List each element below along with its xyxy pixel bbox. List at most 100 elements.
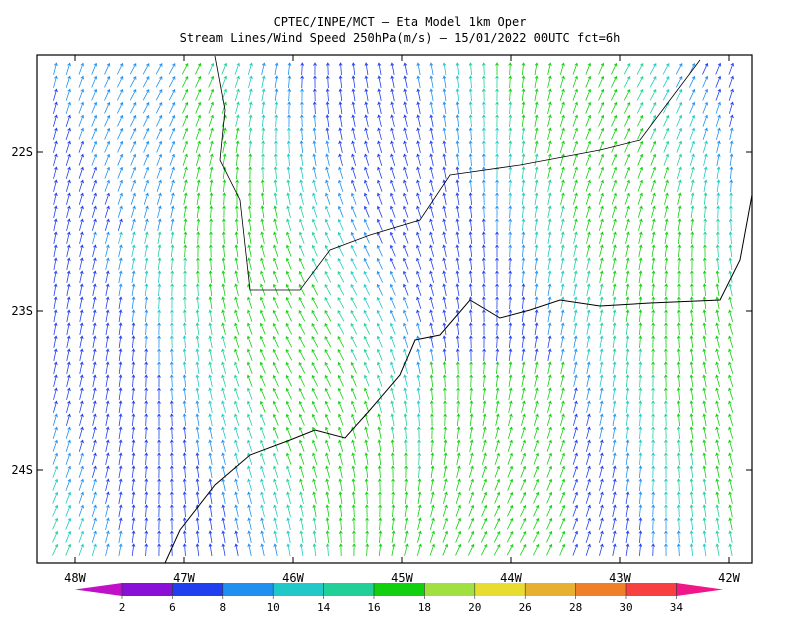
wind-arrow <box>651 218 656 231</box>
wind-arrow <box>469 400 474 414</box>
wind-arrow <box>728 361 734 374</box>
wind-arrow <box>455 166 460 179</box>
colorbar-label: 6 <box>169 601 176 614</box>
wind-arrow <box>196 257 200 271</box>
wind-arrow <box>286 231 292 244</box>
wind-arrow <box>442 374 447 388</box>
wind-arrow <box>157 387 161 401</box>
wind-arrow <box>221 400 227 413</box>
wind-arrow <box>299 465 305 478</box>
wind-arrow <box>677 179 682 192</box>
wind-arrow <box>468 62 473 76</box>
wind-arrow <box>442 296 447 309</box>
wind-arrow <box>482 348 487 362</box>
wind-arrow <box>416 192 422 205</box>
wind-arrow <box>144 296 149 310</box>
wind-arrow <box>508 374 513 387</box>
wind-arrow <box>508 322 513 336</box>
wind-arrow <box>196 179 201 192</box>
wind-arrow <box>104 88 111 101</box>
wind-arrow <box>52 504 59 517</box>
wind-arrow <box>195 543 200 557</box>
wind-arrow <box>261 62 266 75</box>
wind-arrow <box>715 231 720 245</box>
wind-arrow <box>337 231 344 244</box>
wind-arrow <box>675 88 683 101</box>
wind-arrow <box>299 478 305 491</box>
wind-arrow <box>703 244 707 258</box>
wind-arrow <box>235 192 239 206</box>
wind-arrow <box>560 283 565 296</box>
wind-arrow <box>261 75 266 88</box>
colorbar-swatch <box>474 583 526 596</box>
wind-arrow <box>259 322 266 335</box>
wind-arrow <box>105 465 110 478</box>
wind-arrow <box>572 439 578 452</box>
wind-arrow <box>195 413 200 426</box>
wind-arrow <box>390 413 395 426</box>
wind-arrow <box>676 166 682 179</box>
wind-arrow <box>78 465 84 478</box>
wind-arrow <box>638 504 643 518</box>
wind-arrow <box>520 452 527 465</box>
wind-arrow <box>559 543 566 556</box>
wind-arrow <box>79 231 84 244</box>
wind-arrow <box>442 361 447 375</box>
wind-arrow <box>350 348 357 361</box>
wind-arrow <box>91 127 98 140</box>
wind-arrow <box>234 218 239 232</box>
wind-arrow <box>350 283 358 296</box>
wind-arrow <box>404 478 409 492</box>
wind-arrow <box>350 205 357 218</box>
wind-arrow <box>234 361 240 374</box>
wind-arrow <box>325 166 330 179</box>
wind-arrow <box>507 465 514 478</box>
wind-arrow <box>53 166 58 179</box>
wind-arrow <box>363 218 370 231</box>
wind-arrow <box>208 413 213 426</box>
wind-arrow <box>389 270 396 283</box>
wind-arrow <box>299 543 304 556</box>
wind-arrow <box>417 478 422 492</box>
wind-arrow <box>286 543 291 556</box>
wind-arrow <box>585 491 591 504</box>
wind-arrow <box>663 413 668 427</box>
wind-arrow <box>546 452 553 465</box>
wind-arrow <box>559 413 565 426</box>
wind-arrow <box>689 335 694 349</box>
wind-arrow <box>312 166 317 179</box>
wind-arrow <box>625 478 630 491</box>
wind-arrow <box>715 530 720 543</box>
wind-arrow <box>66 400 71 413</box>
wind-arrow <box>390 127 395 140</box>
wind-arrow <box>651 205 656 218</box>
wind-arrow <box>391 478 395 492</box>
wind-arrow <box>325 88 330 102</box>
wind-arrow <box>273 231 279 244</box>
wind-arrow <box>625 452 630 465</box>
wind-arrow <box>390 439 395 453</box>
wind-arrow <box>273 478 279 491</box>
wind-arrow <box>481 244 486 258</box>
wind-arrow <box>636 76 644 88</box>
wind-arrow <box>572 192 578 205</box>
wind-arrow <box>272 400 279 413</box>
wind-arrow <box>676 452 681 466</box>
wind-arrow <box>481 192 486 206</box>
wind-arrow <box>675 63 683 75</box>
wind-arrow <box>156 140 163 153</box>
wind-arrow <box>430 413 434 427</box>
wind-arrow <box>508 205 513 219</box>
wind-arrow <box>612 426 617 439</box>
wind-arrow <box>208 75 215 88</box>
wind-arrow <box>560 192 565 205</box>
wind-arrow <box>286 140 291 154</box>
wind-arrow <box>715 257 720 271</box>
wind-arrow <box>65 465 72 478</box>
wind-arrow <box>495 400 500 413</box>
wind-arrow <box>325 192 331 205</box>
wind-arrow <box>248 166 252 180</box>
wind-arrow <box>324 413 331 426</box>
wind-arrow <box>611 75 618 88</box>
wind-arrow <box>221 270 226 283</box>
